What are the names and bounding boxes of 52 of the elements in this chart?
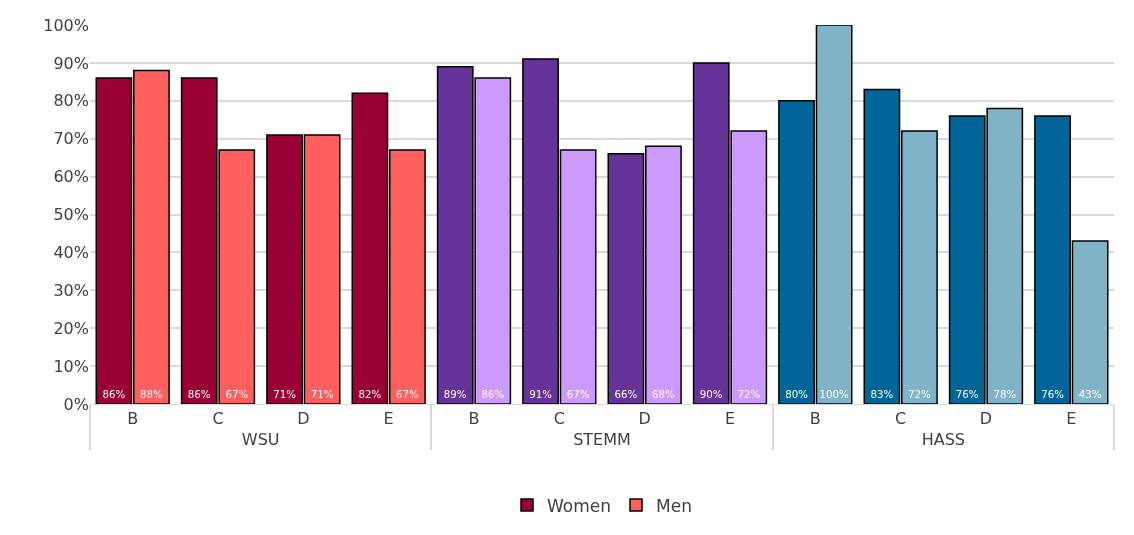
legend-label: Men — [656, 495, 692, 516]
y-tick-label: 0% — [63, 394, 89, 414]
data-label: 78% — [993, 388, 1017, 401]
x-tick-label: B — [127, 409, 139, 429]
text: WSU — [241, 430, 280, 450]
data-label: 71% — [310, 388, 334, 401]
x-tick-label: B — [809, 409, 821, 429]
text: HASS — [921, 430, 965, 450]
data-label: 43% — [1078, 388, 1102, 401]
x-tick-label: D — [297, 409, 310, 429]
data-label: 100% — [819, 388, 850, 401]
y-tick-label: 90% — [53, 53, 89, 73]
data-label: 76% — [1041, 388, 1065, 401]
data-label: 82% — [358, 388, 382, 401]
data-label: 86% — [102, 388, 126, 401]
data-label: 83% — [870, 388, 894, 401]
x-tick-label: B — [468, 409, 480, 429]
text: STEMM — [573, 430, 631, 450]
x-tick-label: D — [979, 409, 993, 429]
data-label: 76% — [955, 388, 979, 401]
data-label: 71% — [273, 388, 297, 401]
data-label: 91% — [529, 388, 553, 401]
data-label: 80% — [785, 388, 809, 401]
y-tick-label: 10% — [53, 356, 89, 376]
data-label: 90% — [699, 388, 723, 401]
data-label: 86% — [481, 388, 505, 401]
x-tick-label: C — [895, 409, 907, 429]
y-tick-label: 100% — [43, 15, 89, 35]
y-tick-label: 30% — [53, 280, 89, 300]
y-tick-label: 50% — [53, 205, 89, 225]
y-tick-label: 80% — [53, 91, 89, 111]
data-label: 86% — [187, 388, 211, 401]
data-label: 67% — [566, 388, 590, 401]
data-label: 67% — [225, 388, 249, 401]
data-label: 72% — [737, 388, 761, 401]
data-label: 88% — [140, 388, 164, 401]
x-tick-label: E — [383, 409, 394, 429]
legend-label: Women — [547, 495, 612, 516]
data-label: 66% — [614, 388, 638, 401]
y-tick-label: 60% — [53, 167, 89, 187]
x-tick-label: C — [553, 409, 565, 429]
data-label: 67% — [396, 388, 420, 401]
data-label: 68% — [652, 388, 676, 401]
x-tick-label: D — [638, 409, 651, 429]
y-tick-label: 20% — [53, 318, 89, 338]
x-tick-label: E — [1066, 409, 1077, 429]
x-tick-label: C — [212, 409, 224, 429]
y-tick-label: 40% — [53, 243, 89, 262]
y-tick-label: 70% — [53, 129, 89, 149]
data-label: 89% — [443, 388, 467, 401]
data-label: 72% — [908, 388, 932, 401]
x-tick-label: E — [724, 409, 736, 429]
